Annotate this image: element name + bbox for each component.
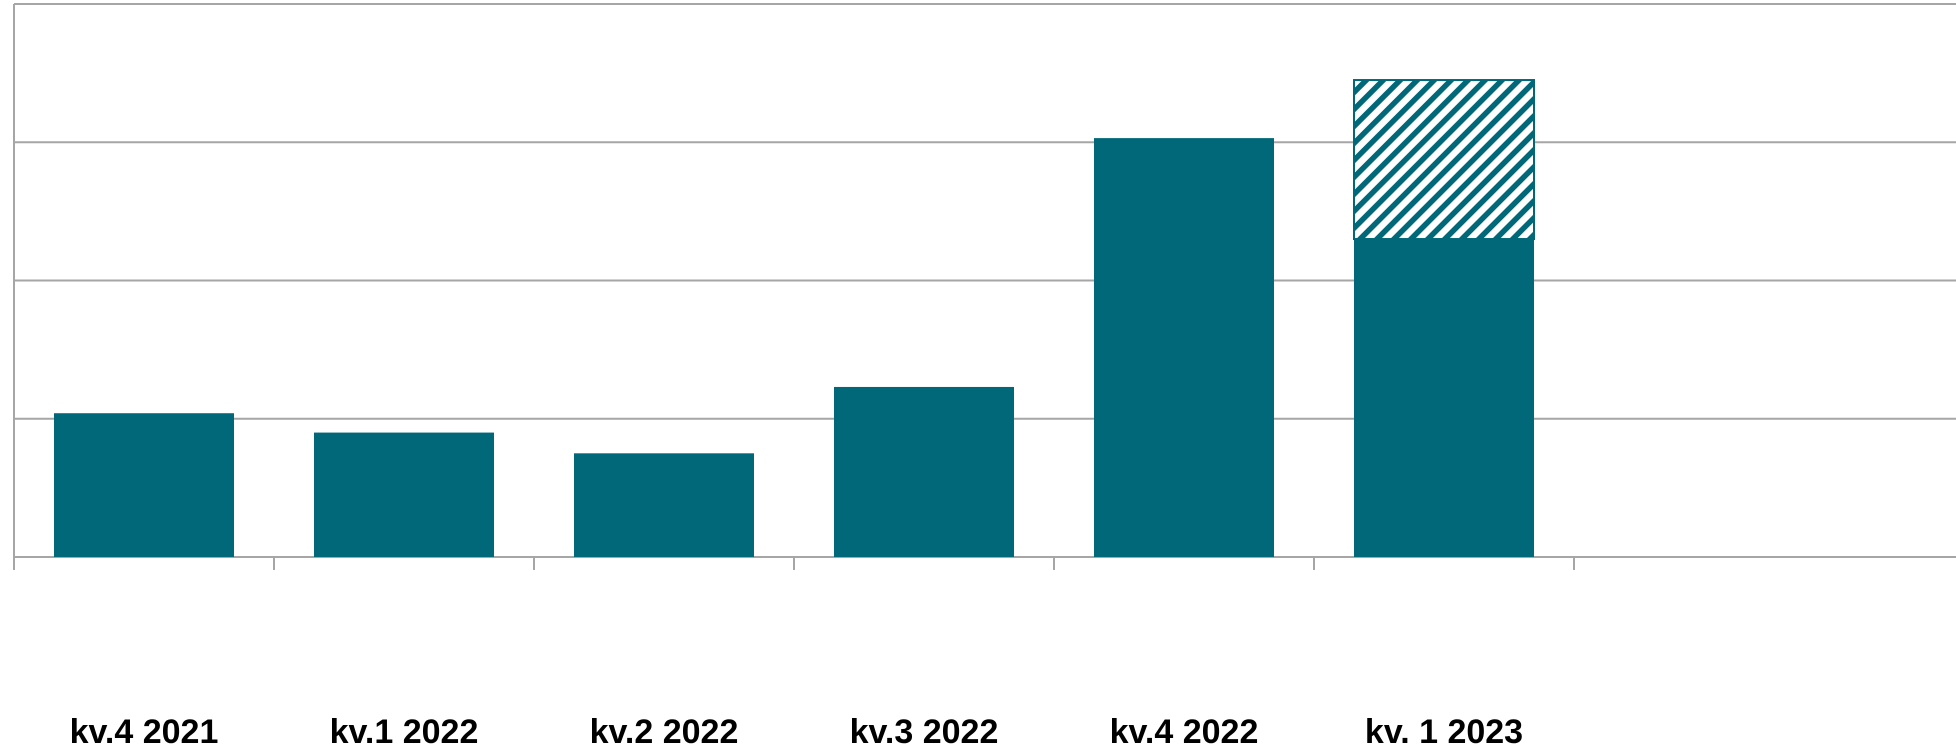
x-tick-labels: kv.4 2021 kv.1 2022 kv.2 2022 kv.3 2022 kv.4… — [70, 713, 1523, 751]
x-tick-label: kv. 1 2023 — [1365, 713, 1523, 751]
bar-segment-solid — [1354, 239, 1534, 557]
bar-segment-hatched — [1353, 79, 1535, 241]
bar-segment-solid — [54, 413, 234, 557]
x-tick-label: kv.4 2021 — [70, 713, 219, 751]
gridlines — [14, 3, 1956, 420]
x-tick-label: kv.4 2022 — [1110, 713, 1259, 751]
bar-segment-solid — [574, 453, 754, 557]
bar-segment-solid — [1094, 138, 1274, 558]
bar-segment-solid — [834, 386, 1014, 557]
x-tick-label: kv.2 2022 — [590, 713, 739, 751]
bars — [54, 79, 1535, 558]
x-tick-label: kv.3 2022 — [850, 713, 999, 751]
bar-segment-solid — [314, 432, 494, 557]
x-tick-label: kv.1 2022 — [330, 713, 479, 751]
